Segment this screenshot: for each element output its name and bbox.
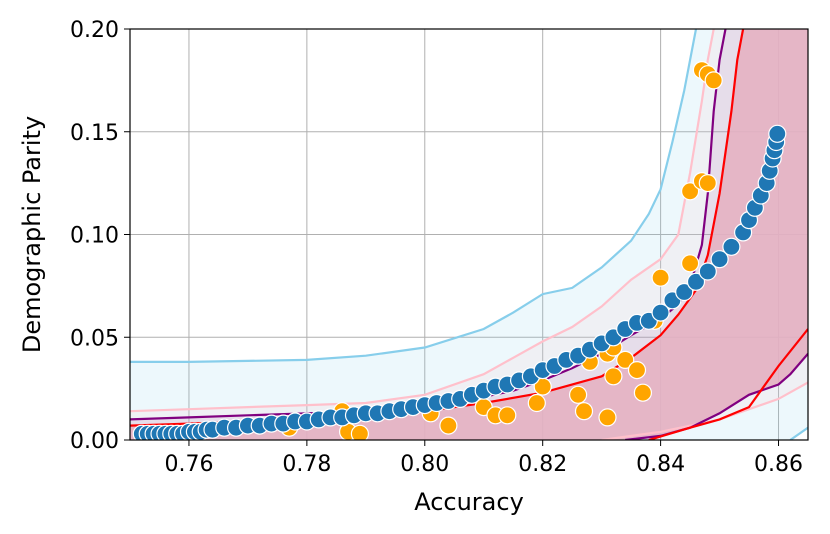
y-tick-label-4: 0.20 bbox=[70, 18, 119, 43]
point-0-53 bbox=[686, 272, 706, 291]
band-fill-1 bbox=[130, 29, 808, 440]
point-1-22 bbox=[651, 268, 670, 287]
point-1-23 bbox=[680, 254, 700, 273]
point-1-3 bbox=[350, 424, 369, 440]
point-1-5 bbox=[439, 416, 458, 435]
point-1-16 bbox=[604, 367, 623, 386]
x-tick-label-2: 0.80 bbox=[400, 452, 449, 477]
y-tick-label-1: 0.05 bbox=[70, 326, 119, 351]
dense-region-fill bbox=[130, 29, 808, 440]
band-upper-line-1 bbox=[130, 29, 715, 413]
point-0-54 bbox=[698, 262, 717, 281]
point-0-50 bbox=[651, 303, 670, 322]
y-tick-label-2: 0.10 bbox=[70, 224, 119, 249]
point-1-11 bbox=[568, 385, 588, 404]
series-0 bbox=[132, 124, 787, 440]
x-tick-label-5: 0.86 bbox=[754, 452, 803, 477]
y-tick-label-3: 0.15 bbox=[70, 121, 119, 146]
point-0-52 bbox=[675, 282, 694, 302]
x-tick-label-3: 0.82 bbox=[518, 452, 567, 477]
x-tick-label-0: 0.76 bbox=[164, 452, 213, 477]
point-0-66 bbox=[768, 124, 787, 143]
band-fill-2 bbox=[130, 29, 808, 440]
point-1-12 bbox=[574, 402, 594, 421]
band-fill-0 bbox=[130, 29, 808, 440]
point-1-8 bbox=[498, 406, 517, 425]
plot-area bbox=[130, 29, 808, 440]
point-0-56 bbox=[722, 237, 741, 256]
x-tick-label-1: 0.78 bbox=[282, 452, 331, 477]
y-tick-label-0: 0.00 bbox=[70, 429, 119, 454]
x-axis-label: Accuracy bbox=[414, 488, 524, 516]
point-1-29 bbox=[704, 71, 723, 90]
point-1-18 bbox=[616, 350, 635, 369]
y-axis-label: Demographic Parity bbox=[18, 116, 46, 353]
band-upper-line-0 bbox=[130, 29, 698, 363]
point-0-55 bbox=[710, 250, 729, 269]
point-1-14 bbox=[598, 408, 617, 427]
point-1-20 bbox=[633, 383, 653, 402]
x-tick-label-4: 0.84 bbox=[636, 452, 685, 477]
point-1-9 bbox=[527, 393, 546, 413]
point-1-28 bbox=[698, 174, 717, 193]
band-lower-line-3 bbox=[648, 328, 808, 440]
point-1-24 bbox=[680, 182, 700, 201]
band-lower-line-0 bbox=[789, 426, 808, 440]
point-1-19 bbox=[627, 361, 647, 380]
